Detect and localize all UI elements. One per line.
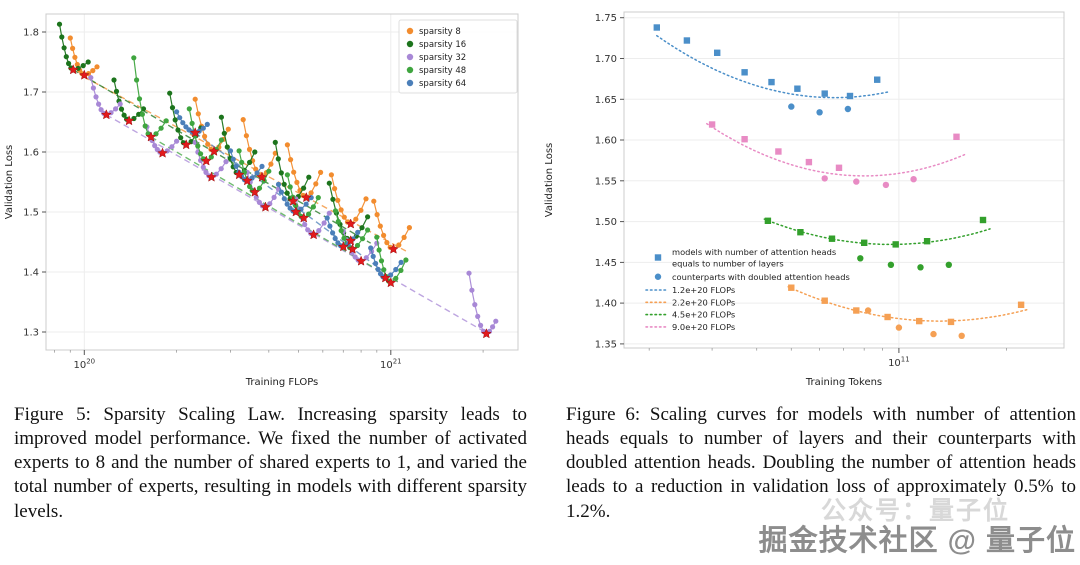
figure-5: 1.3 1.4 1.5 1.6 1.7 1.8 1020 1021 Training FLOPs… bbox=[0, 0, 540, 524]
watermark: 掘金技术社区 @ 量子位 bbox=[758, 525, 1076, 557]
svg-text:counterparts with doubled atte: counterparts with doubled attention head… bbox=[672, 272, 850, 282]
svg-text:1.55: 1.55 bbox=[595, 176, 617, 187]
svg-text:9.0e+20 FLOPs: 9.0e+20 FLOPs bbox=[672, 322, 735, 332]
svg-text:1020: 1020 bbox=[73, 358, 95, 372]
svg-text:sparsity 48: sparsity 48 bbox=[419, 66, 466, 76]
svg-text:1.7: 1.7 bbox=[23, 88, 39, 99]
svg-text:1.50: 1.50 bbox=[595, 217, 617, 228]
svg-text:1.8: 1.8 bbox=[23, 28, 39, 39]
svg-text:Training FLOPs: Training FLOPs bbox=[245, 377, 319, 388]
svg-text:1.6: 1.6 bbox=[23, 148, 39, 159]
svg-text:4.5e+20 FLOPs: 4.5e+20 FLOPs bbox=[672, 310, 735, 320]
watermark-faint: 公众号：量子位 bbox=[820, 497, 1010, 525]
svg-text:sparsity 8: sparsity 8 bbox=[419, 27, 461, 37]
svg-text:1.45: 1.45 bbox=[595, 258, 617, 269]
svg-text:equals to number of layers: equals to number of layers bbox=[672, 259, 784, 269]
svg-text:2.2e+20 FLOPs: 2.2e+20 FLOPs bbox=[672, 297, 735, 307]
figure5-chart: 1.3 1.4 1.5 1.6 1.7 1.8 1020 1021 Training FLOPs… bbox=[4, 13, 519, 388]
svg-text:1.2e+20 FLOPs: 1.2e+20 FLOPs bbox=[672, 285, 735, 295]
svg-text:1.70: 1.70 bbox=[595, 54, 617, 65]
svg-text:sparsity 32: sparsity 32 bbox=[419, 53, 466, 63]
figure6-caption: Figure 6: Scaling curves for models with… bbox=[566, 404, 1076, 522]
svg-text:models with number of attentio: models with number of attention heads bbox=[672, 247, 836, 257]
figure5-caption: Figure 5: Sparsity Scaling Law. Increasi… bbox=[14, 404, 527, 522]
svg-text:1.75: 1.75 bbox=[595, 13, 617, 24]
svg-text:Validation Loss: Validation Loss bbox=[4, 145, 15, 220]
svg-text:1.4: 1.4 bbox=[23, 268, 39, 279]
svg-text:1.65: 1.65 bbox=[595, 95, 617, 106]
figure6-chart: 1.35 1.40 1.45 1.50 1.55 1.60 1.65 1.70 1.75 1011… bbox=[544, 11, 1065, 388]
svg-text:1.3: 1.3 bbox=[23, 328, 39, 339]
svg-text:1021: 1021 bbox=[380, 358, 402, 372]
svg-text:sparsity 64: sparsity 64 bbox=[419, 79, 466, 89]
svg-text:1.35: 1.35 bbox=[595, 339, 617, 350]
figure-6: 1.35 1.40 1.45 1.50 1.55 1.60 1.65 1.70 1.75 1011… bbox=[540, 0, 1080, 524]
svg-text:1.40: 1.40 bbox=[595, 299, 617, 310]
svg-text:sparsity 16: sparsity 16 bbox=[419, 40, 466, 50]
svg-text:1011: 1011 bbox=[888, 356, 910, 370]
figures-row: 1.3 1.4 1.5 1.6 1.7 1.8 1020 1021 Training FLOPs… bbox=[0, 0, 1080, 524]
svg-text:1.60: 1.60 bbox=[595, 136, 617, 147]
svg-text:1.5: 1.5 bbox=[23, 208, 39, 219]
svg-text:Training Tokens: Training Tokens bbox=[805, 377, 882, 388]
svg-text:Validation Loss: Validation Loss bbox=[544, 143, 555, 218]
